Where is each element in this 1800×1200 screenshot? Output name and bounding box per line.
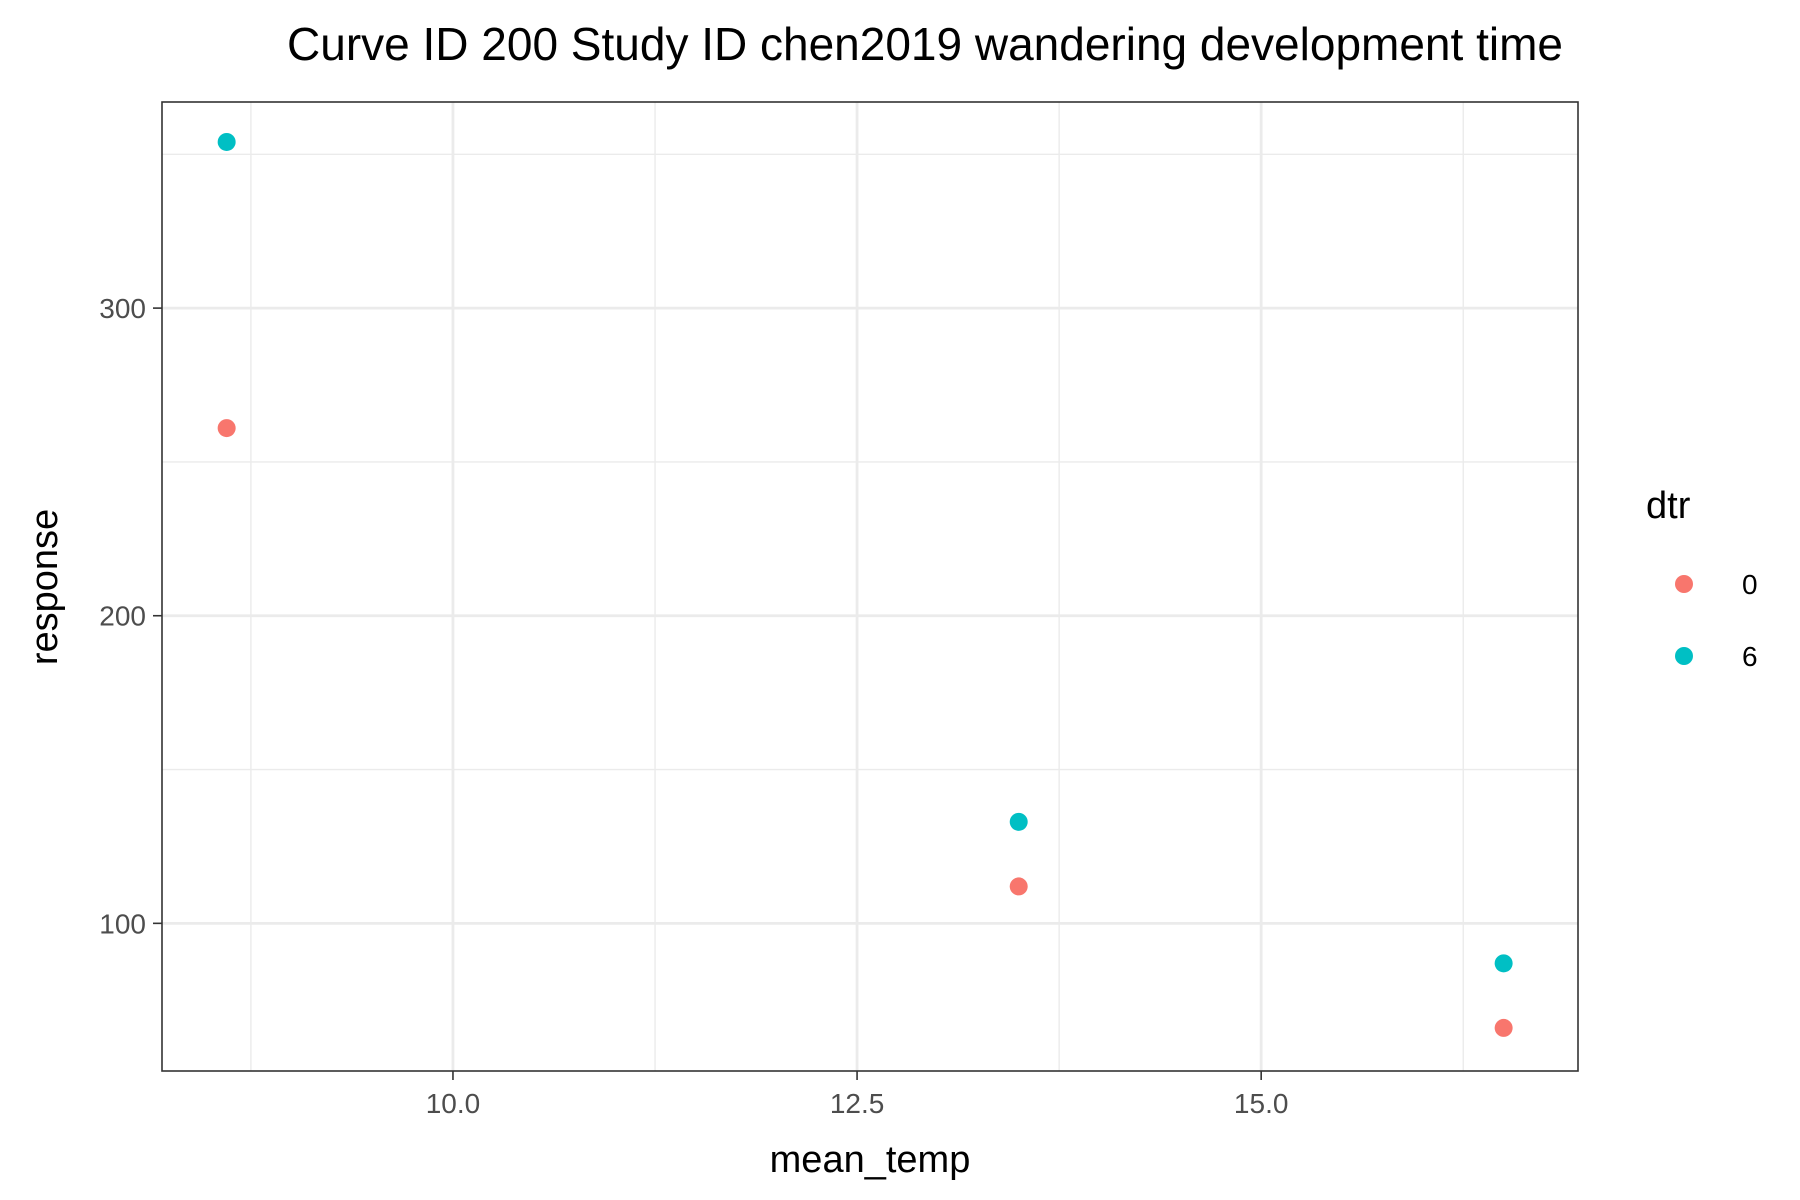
x-tick-label: 15.0: [1234, 1088, 1289, 1119]
legend-label-dtr-0: 0: [1742, 569, 1758, 600]
chart-title: Curve ID 200 Study ID chen2019 wandering…: [287, 18, 1563, 70]
x-tick-label: 10.0: [426, 1088, 481, 1119]
legend-key-dtr-0: [1675, 575, 1693, 593]
data-point-dtr-0: [1494, 1018, 1513, 1037]
legend-title: dtr: [1646, 485, 1691, 527]
y-tick-label: 300: [99, 293, 146, 324]
data-points: [217, 132, 1513, 1037]
data-point-dtr-6: [217, 132, 236, 151]
data-point-dtr-0: [217, 419, 236, 438]
data-point-dtr-6: [1494, 954, 1513, 973]
plot-panel-border: [161, 101, 1579, 1072]
legend-key-dtr-6: [1675, 647, 1693, 665]
gridlines: [162, 102, 1578, 1071]
data-point-dtr-0: [1009, 877, 1028, 896]
x-axis-title: mean_temp: [770, 1139, 971, 1181]
x-tick-label: 12.5: [830, 1088, 885, 1119]
y-tick-label: 200: [99, 601, 146, 632]
x-axis-ticks: 10.0 12.5 15.0: [426, 1071, 1289, 1119]
y-tick-label: 100: [99, 908, 146, 939]
y-axis-title: response: [24, 509, 66, 665]
y-axis-ticks: 100 200 300: [99, 293, 162, 939]
legend-label-dtr-6: 6: [1742, 641, 1758, 672]
legend-items: 06: [1675, 569, 1758, 672]
legend: dtr 06: [1646, 485, 1758, 672]
data-point-dtr-6: [1009, 812, 1028, 831]
